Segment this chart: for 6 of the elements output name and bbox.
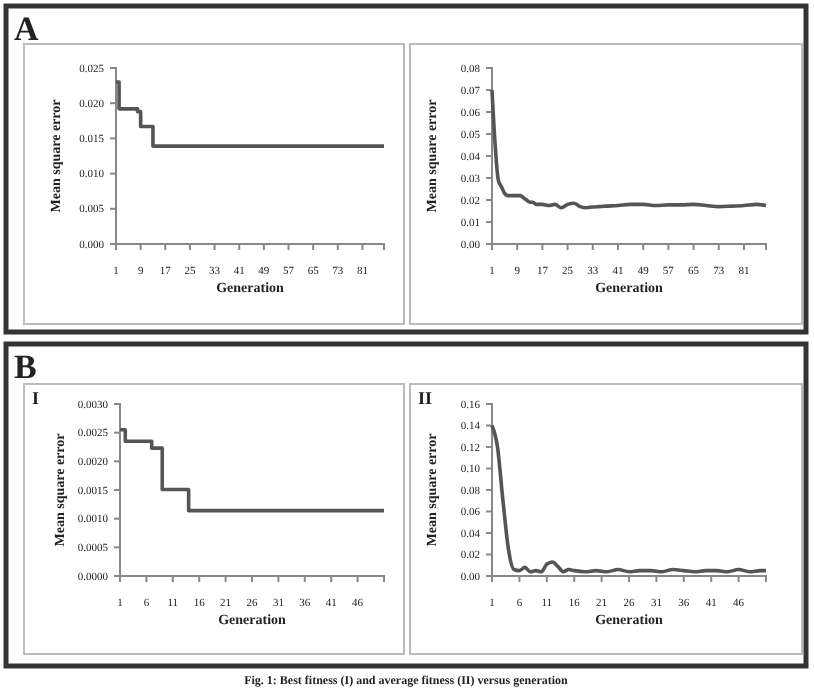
line-series [490,88,768,210]
text: A [14,10,40,48]
text: B [14,348,37,386]
chart-title: II [418,388,433,408]
line-series [490,423,768,574]
chart-title: I [32,388,40,408]
